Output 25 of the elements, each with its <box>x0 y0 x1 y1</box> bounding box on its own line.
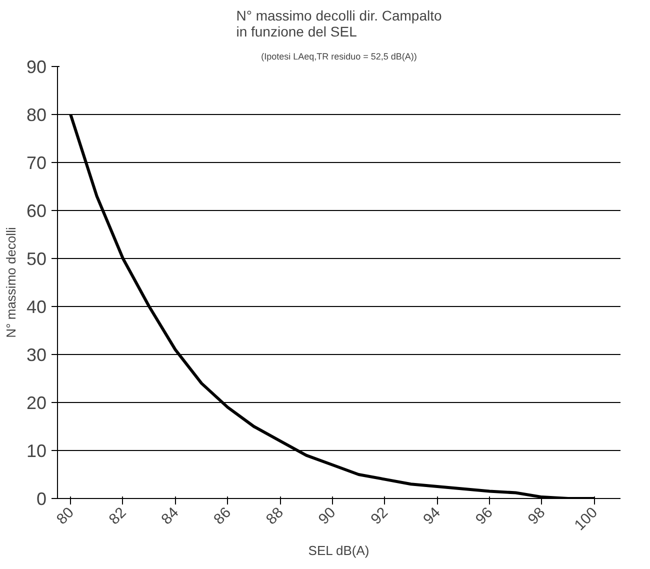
y-tick-label: 30 <box>26 345 47 365</box>
chart-title: N° massimo decolli dir. Campalto in funzione del SEL <box>236 8 442 40</box>
x-tick-label: 96 <box>472 504 496 528</box>
y-tick-label: 80 <box>26 105 47 125</box>
x-tick-label: 82 <box>106 504 130 528</box>
x-tick-label: 80 <box>53 504 78 528</box>
y-tick-label: 90 <box>26 57 47 77</box>
x-axis-title: SEL dB(A) <box>308 542 370 558</box>
chart-subtitle: (Ipotesi LAeq,TR residuo = 52,5 dB(A)) <box>261 52 417 62</box>
x-tick-label: 98 <box>524 504 549 528</box>
y-tick-label: 0 <box>36 489 47 509</box>
x-tick-label: 88 <box>262 504 287 528</box>
x-tick-label: 90 <box>315 504 340 528</box>
x-tick-label: 84 <box>158 504 182 528</box>
x-tick-label: 94 <box>420 504 444 528</box>
y-tick-label: 50 <box>26 249 47 269</box>
y-axis-title: N° massimo decolli <box>3 227 18 338</box>
y-tick-label: 70 <box>26 153 47 173</box>
x-tick-label: 92 <box>368 504 392 528</box>
x-tick-label: 100 <box>571 504 602 534</box>
x-tick-label: 86 <box>210 504 234 528</box>
y-tick-label: 10 <box>26 441 47 461</box>
y-tick-label: 20 <box>26 393 47 413</box>
y-tick-label: 60 <box>26 201 47 221</box>
y-tick-label: 40 <box>26 297 47 317</box>
